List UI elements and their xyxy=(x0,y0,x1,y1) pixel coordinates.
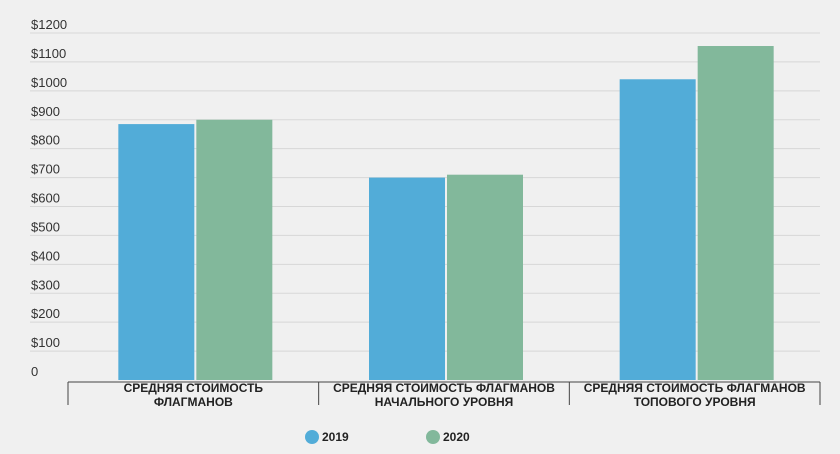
legend: 2019 2020 xyxy=(305,430,470,444)
category-label: СРЕДНЯЯ СТОИМОСТЬ ФЛАГМАНОВ НАЧАЛЬНОГО УР… xyxy=(333,381,555,409)
legend-label: 2019 xyxy=(322,430,349,444)
y-tick-label: $700 xyxy=(31,162,60,177)
bars xyxy=(118,46,774,381)
y-tick-label: $200 xyxy=(31,306,60,321)
bar-2019 xyxy=(619,79,696,381)
category-label: СРЕДНЯЯ СТОИМОСТЬ ФЛАГМАНОВ xyxy=(124,381,264,409)
y-tick-label: $500 xyxy=(31,219,60,234)
y-tick-label: $600 xyxy=(31,191,60,206)
y-tick-label: $1200 xyxy=(31,17,67,32)
y-axis-ticks: 0 $100 $200 $300 $400 $500 $600 $700 $800 $900 $10… xyxy=(31,17,67,379)
y-tick-label: $400 xyxy=(31,248,60,263)
y-tick-label: $900 xyxy=(31,104,60,119)
bar-2019 xyxy=(369,177,445,380)
y-tick-label: $300 xyxy=(31,277,60,292)
legend-label: 2020 xyxy=(443,430,470,444)
x-axis: СРЕДНЯЯ СТОИМОСТЬ ФЛАГМАНОВ СРЕДНЯЯ СТОИМО… xyxy=(67,381,821,409)
legend-swatch-2019 xyxy=(305,430,319,444)
y-tick-label: $1000 xyxy=(31,75,67,90)
bar-2020 xyxy=(697,46,774,380)
bar-2020 xyxy=(196,119,273,380)
category-label: СРЕДНЯЯ СТОИМОСТЬ ФЛАГМАНОВ ТОПОВОГО УРОВ… xyxy=(584,381,806,409)
y-tick-label: $1100 xyxy=(31,46,66,61)
bar-2020 xyxy=(447,174,523,380)
y-tick-label: $100 xyxy=(31,335,60,350)
y-tick-label: 0 xyxy=(31,364,38,379)
legend-swatch-2020 xyxy=(426,430,440,444)
y-tick-label: $800 xyxy=(31,133,60,148)
bar-2019 xyxy=(118,124,195,381)
